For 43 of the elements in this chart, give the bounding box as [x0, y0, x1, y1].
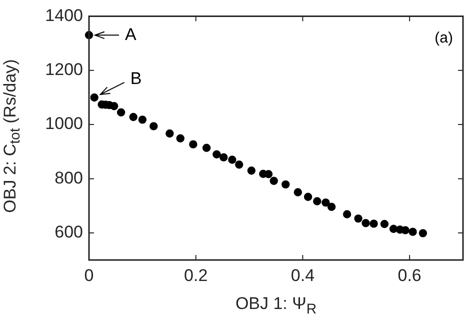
point — [354, 214, 362, 223]
point — [408, 228, 417, 236]
x-tick-label: 0.4 — [290, 266, 315, 285]
x-tick-label: 0 — [84, 266, 94, 285]
point — [116, 108, 126, 116]
annotation: B — [130, 69, 142, 88]
point — [189, 140, 198, 148]
point — [418, 229, 428, 238]
point — [282, 180, 290, 189]
point — [401, 226, 410, 234]
point — [90, 93, 98, 102]
point — [247, 166, 256, 175]
point — [270, 176, 278, 185]
annotation: A — [125, 24, 137, 44]
y-tick-label: 600 — [54, 222, 83, 242]
x-axis-title: OBJ 1: Ψ$_{R}$ — [234, 294, 318, 318]
point — [380, 220, 389, 228]
point — [327, 202, 336, 212]
point — [166, 129, 174, 138]
point — [212, 150, 221, 158]
y-tick-label: 1000 — [45, 114, 83, 134]
y-tick-label: 1400 — [45, 6, 83, 25]
annotation: (a) — [434, 29, 453, 46]
point — [362, 219, 370, 228]
point — [150, 122, 158, 130]
point — [220, 153, 228, 162]
x-tick-label: 0.6 — [398, 266, 422, 285]
point — [294, 188, 302, 196]
point — [313, 197, 322, 206]
y-tick-label: 1200 — [45, 60, 83, 80]
point — [176, 134, 184, 142]
y-tick-label: 800 — [54, 168, 83, 188]
point — [235, 160, 244, 169]
point — [110, 102, 118, 110]
point — [202, 144, 211, 152]
x-tick-label: 0.2 — [184, 266, 208, 285]
point — [304, 192, 312, 201]
point — [129, 112, 138, 122]
point — [322, 198, 330, 207]
point — [138, 116, 147, 124]
point — [228, 156, 236, 164]
point — [370, 220, 378, 228]
point — [342, 210, 352, 218]
